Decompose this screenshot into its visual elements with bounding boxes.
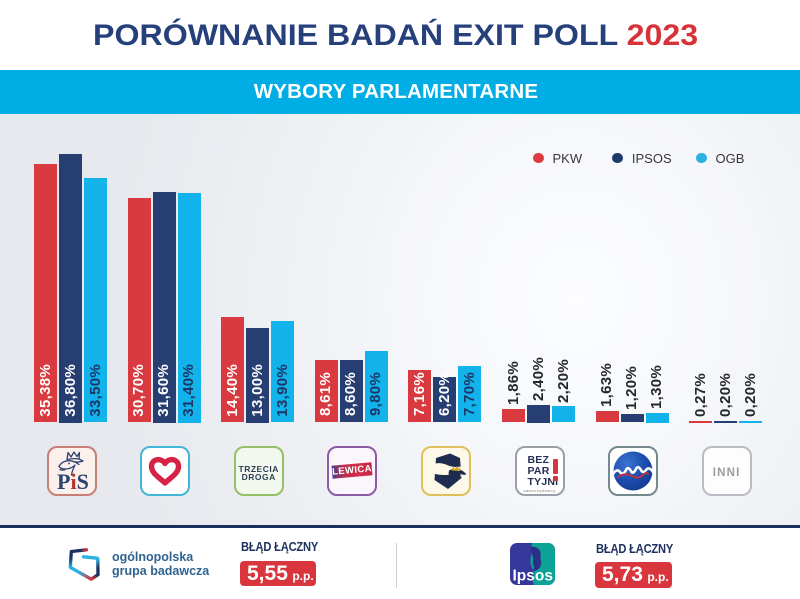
svg-text:Ipsos: Ipsos (513, 568, 553, 585)
svg-text:PiS: PiS (57, 469, 89, 494)
